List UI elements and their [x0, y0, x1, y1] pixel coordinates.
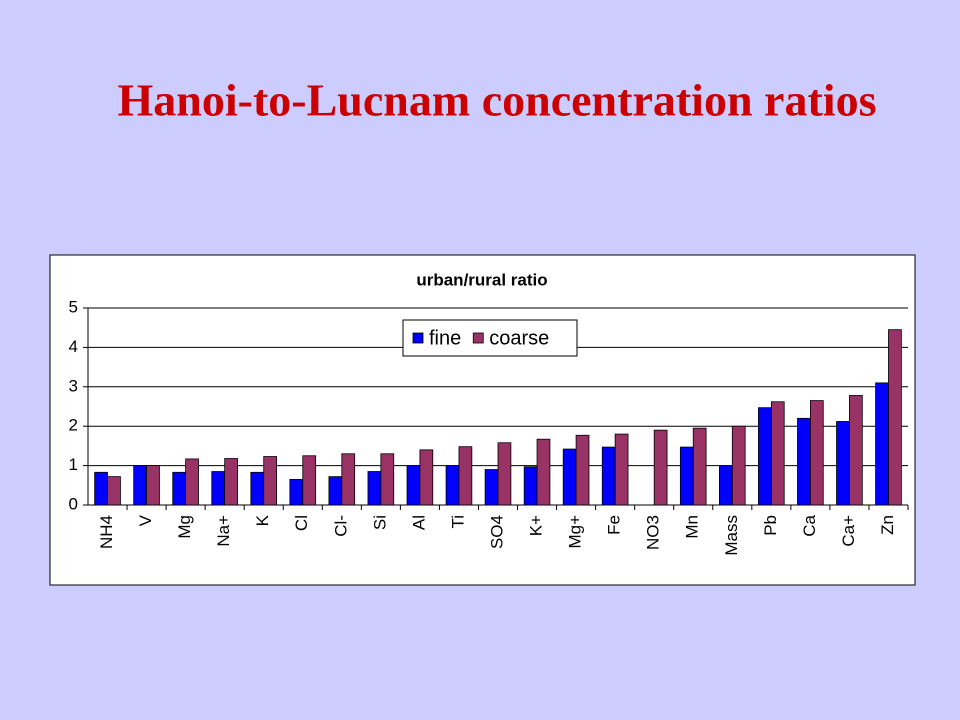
x-tick-label: K	[253, 514, 272, 526]
bar	[536, 438, 551, 506]
x-tick-label: Mn	[683, 515, 702, 539]
x-tick-label: Na+	[214, 515, 233, 547]
bar	[575, 434, 590, 506]
bar	[172, 471, 187, 506]
bar	[770, 401, 785, 506]
x-tick-label: Cl-	[331, 515, 350, 537]
bar	[367, 471, 382, 506]
x-tick-label: Zn	[878, 515, 897, 535]
bar	[484, 469, 499, 506]
bar	[758, 407, 772, 506]
bar	[601, 446, 616, 506]
bar	[875, 382, 889, 506]
bar	[419, 449, 434, 506]
bar	[497, 442, 512, 506]
bar	[289, 478, 304, 506]
x-tick-label: Si	[370, 515, 389, 530]
x-tick-label: NH4	[97, 515, 116, 549]
x-tick-label: Mg+	[566, 515, 585, 549]
bar	[614, 433, 629, 506]
bar	[302, 455, 317, 506]
x-tick-label: Ti	[448, 515, 467, 529]
bar	[250, 471, 265, 506]
bar	[146, 465, 160, 506]
x-tick-label: Ca	[800, 514, 819, 536]
bar	[107, 476, 121, 506]
bar	[458, 446, 473, 506]
x-tick-label: K+	[527, 515, 546, 536]
bar	[94, 471, 108, 506]
bar	[679, 446, 694, 506]
legend-label: fine	[429, 327, 461, 349]
bar	[185, 458, 199, 506]
x-tick-label: Mg	[175, 515, 194, 539]
x-tick-label: Cl	[292, 515, 311, 531]
bar	[836, 421, 850, 506]
y-tick-label: 1	[69, 455, 78, 474]
bar	[224, 458, 238, 506]
y-tick-label: 5	[69, 297, 78, 316]
bar	[406, 465, 421, 506]
x-tick-label: NO3	[644, 515, 663, 550]
x-tick-label: Pb	[761, 515, 780, 536]
bar	[731, 425, 746, 506]
bar	[341, 453, 356, 506]
bar	[797, 417, 811, 506]
bar	[328, 476, 343, 506]
bar	[445, 465, 460, 506]
x-tick-label: SO4	[487, 515, 506, 549]
bar	[692, 427, 707, 506]
bar	[809, 400, 824, 506]
legend-label: coarse	[489, 327, 549, 349]
x-tick-label: Fe	[605, 515, 624, 535]
bar	[653, 429, 668, 506]
y-tick-label: 4	[69, 337, 78, 356]
legend-swatch	[412, 332, 424, 344]
plot: 0 1 2 3 4 5 NH4 V Mg Na+ K Cl Cl- Si Al Ti SO4 K+ Mg+ Fe NO3…	[69, 297, 909, 556]
bar	[849, 395, 863, 506]
bar	[380, 453, 395, 506]
x-tick-label: Mass	[722, 515, 741, 556]
slide-title: Hanoi-to-Lucnam concentration ratios	[118, 75, 877, 126]
bar	[211, 471, 226, 506]
chart-title: urban/rural ratio	[416, 270, 547, 289]
bar	[523, 466, 538, 506]
bar	[562, 448, 577, 506]
bar	[888, 329, 902, 506]
bar	[263, 456, 278, 506]
y-tick-label: 3	[69, 376, 78, 395]
x-tick-label: Al	[409, 515, 428, 530]
legend-box	[402, 319, 578, 357]
legend-swatch	[472, 332, 484, 344]
y-tick-label: 0	[69, 494, 78, 513]
x-tick-label: V	[136, 514, 155, 526]
y-tick-label: 2	[69, 416, 78, 435]
bar	[133, 465, 147, 506]
bar	[719, 465, 733, 506]
x-tick-label: Ca+	[839, 515, 858, 547]
